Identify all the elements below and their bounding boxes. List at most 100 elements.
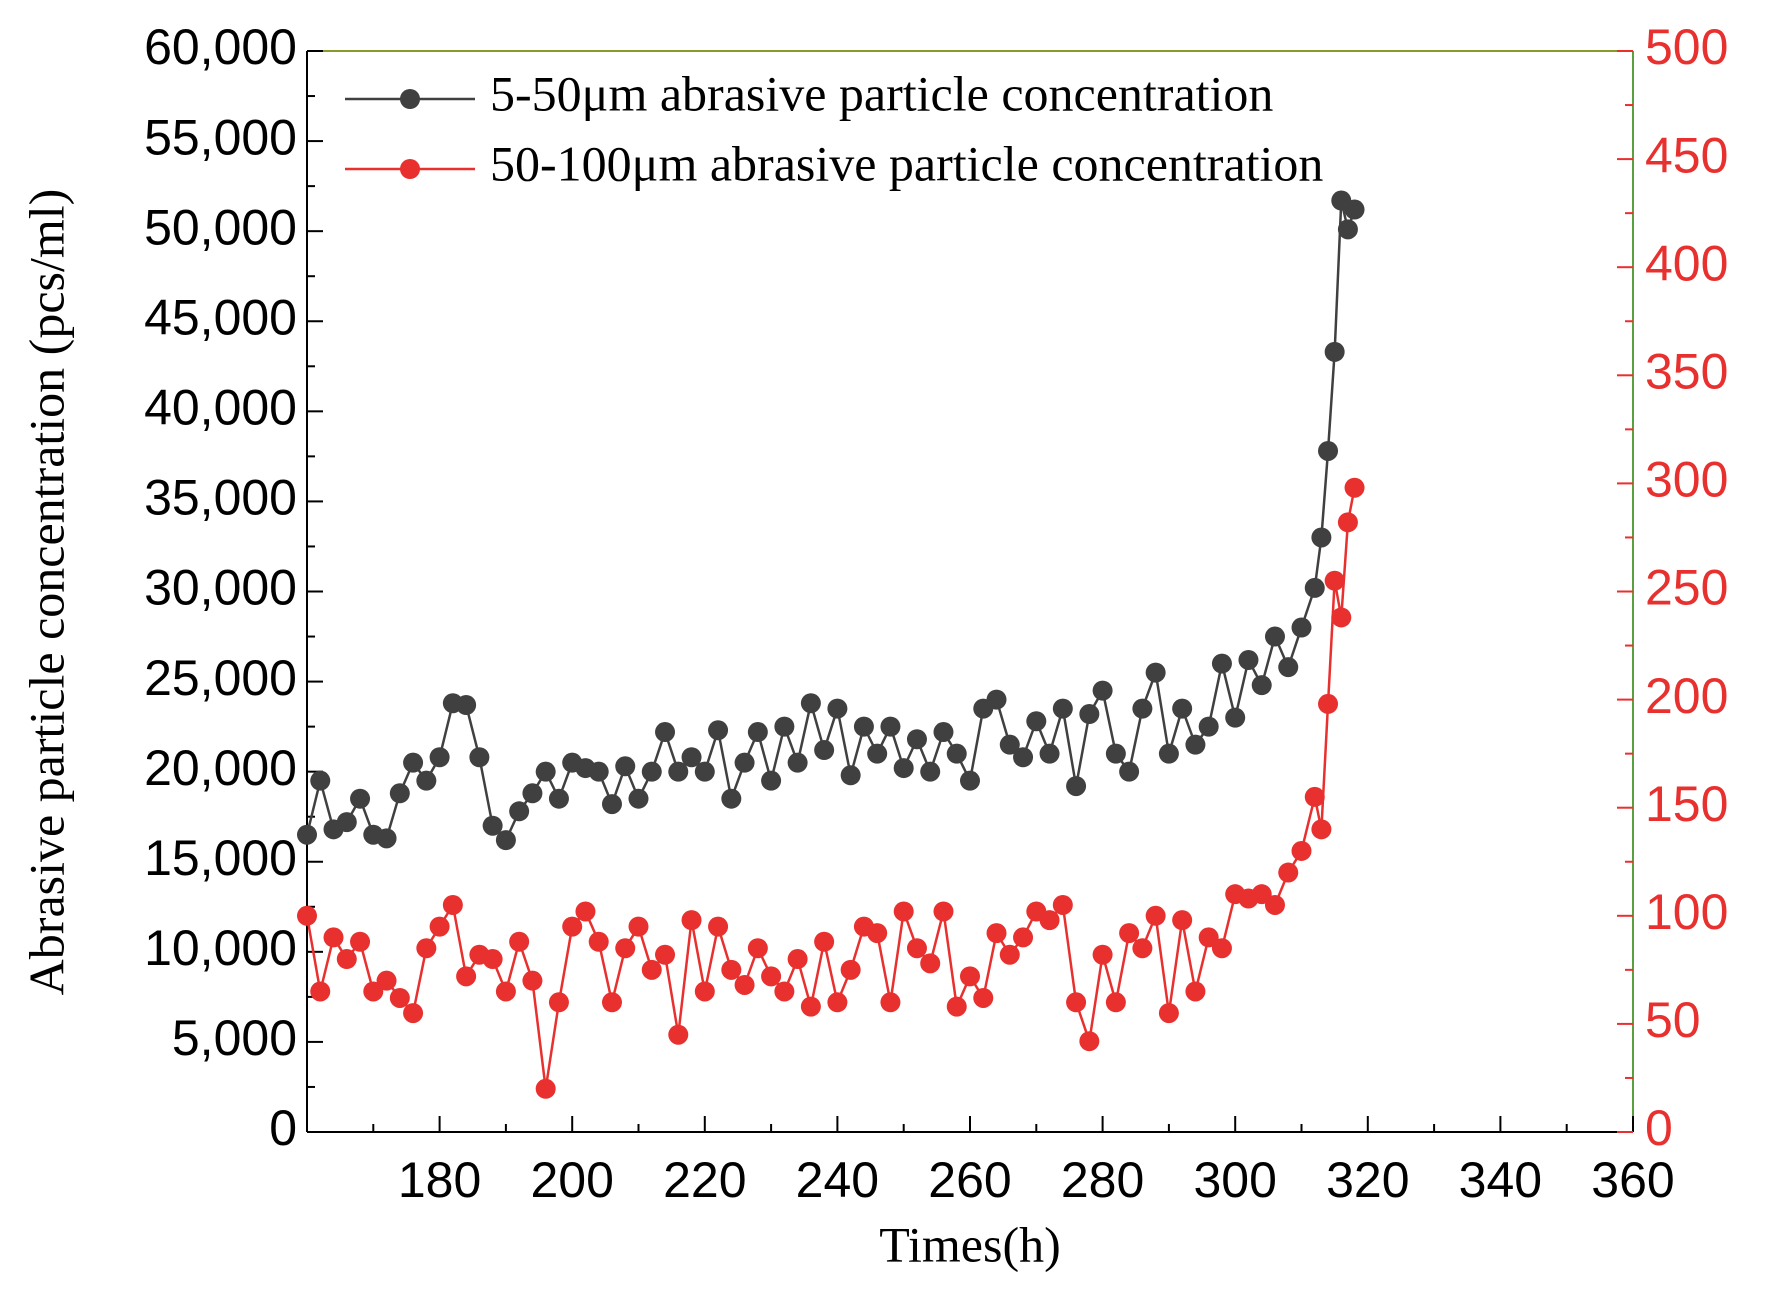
data-point [1291,840,1312,861]
y-tick-label: 5,000 [172,1010,297,1066]
data-point [1105,743,1126,764]
data-point [1145,905,1166,926]
data-point [867,743,888,764]
data-point [1311,819,1332,840]
data-point [999,734,1020,755]
data-point [933,722,954,743]
data-point [535,1078,556,1099]
data-point [800,693,821,714]
data-point [880,716,901,737]
data-point [456,966,477,987]
data-point [350,788,371,809]
y-tick-label: 45,000 [144,289,297,345]
data-point [588,931,609,952]
data-point [323,927,344,948]
data-point [1132,938,1153,959]
data-point [1052,894,1073,915]
data-point [1132,698,1153,719]
data-point [297,824,317,845]
y-tick-label: 50,000 [144,199,297,255]
y2-tick-label: 250 [1645,560,1728,616]
data-point [1324,570,1345,591]
x-tick-label: 200 [530,1152,613,1208]
data-point [973,987,994,1008]
data-point [1185,734,1206,755]
data-point [920,953,941,974]
data-point [1119,923,1140,944]
data-point [668,761,689,782]
data-point [562,916,583,937]
data-point [615,938,636,959]
y-tick-label: 40,000 [144,380,297,436]
y-tick-label: 35,000 [144,470,297,526]
data-point [601,794,622,815]
x-tick-label: 220 [663,1152,746,1208]
data-point [1211,938,1232,959]
data-point [469,747,490,768]
legend-label: 5-50μm abrasive particle concentration [490,65,1273,121]
data-point [1344,199,1365,220]
data-point [1337,512,1358,533]
data-point [336,949,357,970]
data-point [1264,626,1285,647]
data-point [548,992,569,1013]
data-point [761,966,782,987]
y-tick-label: 30,000 [144,560,297,616]
data-point [1172,698,1193,719]
data-point [1238,649,1259,670]
data-point [880,992,901,1013]
data-point [986,923,1007,944]
data-point [681,747,702,768]
data-point [1331,607,1352,628]
data-point [1324,341,1345,362]
data-point [774,716,795,737]
data-point [482,815,503,836]
y2-tick-label: 300 [1645,452,1728,508]
x-tick-label: 320 [1326,1152,1409,1208]
legend-label: 50-100μm abrasive particle concentration [490,135,1323,191]
x-tick-label: 340 [1459,1152,1542,1208]
data-point [456,695,477,716]
y2-tick-label: 0 [1645,1100,1673,1156]
data-point [1337,219,1358,240]
data-point [774,981,795,1002]
data-point [694,761,715,782]
y2-tick-label: 350 [1645,344,1728,400]
data-point [1013,927,1034,948]
data-point [588,761,609,782]
data-point [814,931,835,952]
data-point [416,938,437,959]
y2-tick-label: 400 [1645,235,1728,291]
data-point [747,938,768,959]
data-point [363,981,384,1002]
data-point [655,722,676,743]
y2-tick-label: 500 [1645,19,1728,75]
data-point [946,996,967,1017]
data-point [403,752,424,773]
data-point [946,743,967,764]
data-point [1172,910,1193,931]
data-point [708,916,729,937]
data-point [1079,1031,1100,1052]
data-point [416,770,437,791]
data-point [827,992,848,1013]
data-point [1066,992,1087,1013]
data-point [853,716,874,737]
data-point [628,788,649,809]
data-point [960,770,980,791]
data-point [376,970,397,991]
data-point [389,783,410,804]
data-point [708,720,729,741]
data-point [389,987,410,1008]
data-point [840,959,861,980]
y2-tick-label: 200 [1645,668,1728,724]
y-tick-label: 25,000 [144,650,297,706]
data-point [1079,704,1100,725]
data-point [1158,1003,1179,1024]
data-point [1105,992,1126,1013]
data-point [694,981,715,1002]
data-point [522,783,543,804]
y-tick-label: 60,000 [144,19,297,75]
data-point [522,970,543,991]
data-point [310,981,331,1002]
